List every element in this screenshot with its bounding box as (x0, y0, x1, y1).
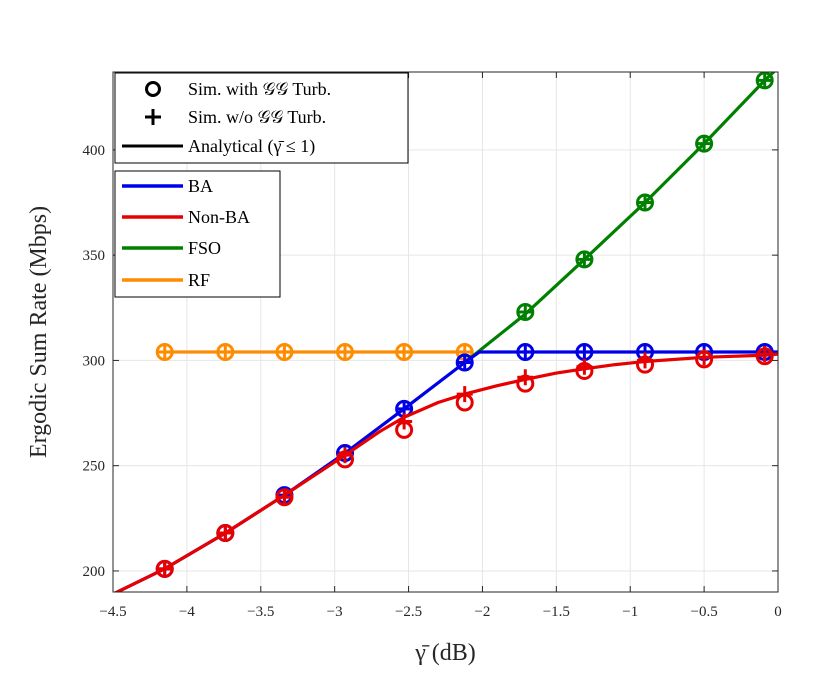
series-layer (113, 72, 778, 592)
y-axis-label: Ergodic Sum Rate (Mbps) (26, 206, 52, 458)
legend-entry: Non-BA (122, 207, 250, 227)
series-line (113, 352, 778, 592)
x-tick-label: −4 (179, 604, 195, 620)
legend-entry: Analytical (γ̄ ≤ 1) (122, 136, 315, 157)
legend-entry: Sim. with 𝒢𝒢 Turb. (145, 79, 331, 99)
x-tick-label: −1 (622, 604, 638, 620)
series-clip-group (113, 72, 778, 592)
legend-label: Sim. with 𝒢𝒢 Turb. (188, 79, 331, 99)
x-tick-label: 0 (774, 604, 782, 620)
legend-entry: Sim. w/o 𝒢𝒢 Turb. (145, 107, 326, 127)
legend-entry: RF (122, 270, 210, 290)
legend-label: BA (188, 176, 213, 196)
y-tick-label: 300 (83, 353, 106, 369)
legend-entry: FSO (122, 238, 221, 258)
series-fso (463, 72, 776, 364)
legend-entry: BA (122, 176, 213, 196)
legend-label: Non-BA (188, 207, 250, 227)
legend-box (114, 72, 409, 164)
x-tick-label: −0.5 (691, 604, 718, 620)
legend-circle-icon (145, 81, 161, 97)
legend-label: Analytical (γ̄ ≤ 1) (188, 136, 315, 157)
y-tick-label: 350 (83, 248, 106, 264)
y-tick-label: 200 (83, 564, 106, 580)
x-tick-label: −2 (474, 604, 490, 620)
x-tick-label: −1.5 (543, 604, 570, 620)
x-tick-label: −3.5 (247, 604, 274, 620)
plot-frame (112, 71, 779, 593)
y-tick-label: 250 (83, 459, 106, 475)
x-tick-label: −3 (327, 604, 343, 620)
legend-box (114, 170, 281, 298)
legend-label: RF (188, 270, 210, 290)
legends: Sim. with 𝒢𝒢 Turb. Sim. w/o 𝒢𝒢 Turb. Analy… (114, 72, 409, 298)
legend-series: BA Non-BA FSO RF (114, 170, 281, 298)
x-tick-label: −4.5 (99, 604, 126, 620)
legend-label: FSO (188, 238, 221, 258)
legend-label: Sim. w/o 𝒢𝒢 Turb. (188, 107, 326, 127)
x-tick-label: −2.5 (395, 604, 422, 620)
axes: −4.5 −4 −3.5 −3 −2.5 −2 −1.5 −1 −0.5 0 200 250 300 35… (83, 71, 782, 620)
y-tick-label: 400 (83, 143, 106, 159)
legend-marker-types: Sim. with 𝒢𝒢 Turb. Sim. w/o 𝒢𝒢 Turb. Analy… (114, 72, 409, 164)
x-axis-label: γ̄ (dB) (414, 640, 476, 666)
series-non-ba (113, 346, 778, 592)
